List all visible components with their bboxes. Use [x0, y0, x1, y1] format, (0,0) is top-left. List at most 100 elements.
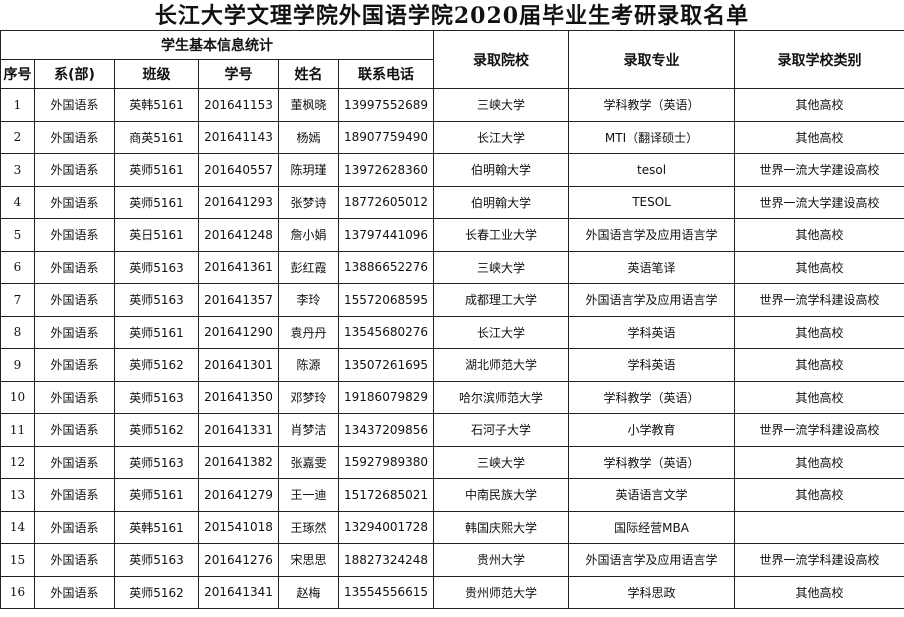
cell-phone: 18907759490	[337, 120, 435, 154]
cell-category: 其他高校	[734, 120, 904, 154]
cell-student-id: 201641279	[198, 478, 279, 512]
cell-name: 肖梦洁	[278, 413, 339, 447]
cell-phone: 13797441096	[337, 218, 435, 252]
cell-index: 12	[0, 445, 35, 479]
cell-index: 8	[0, 315, 35, 349]
cell-major: 国际经营MBA	[568, 510, 736, 544]
header-index: 序号	[0, 59, 35, 89]
cell-student-id: 201641382	[198, 445, 279, 479]
cell-index: 16	[0, 575, 35, 609]
cell-name: 董枫晓	[278, 88, 339, 122]
header-category: 录取学校类别	[734, 30, 904, 89]
cell-school: 湖北师范大学	[433, 348, 570, 382]
cell-department: 外国语系	[34, 445, 115, 479]
cell-name: 陈玥瑾	[278, 153, 339, 187]
cell-category: 其他高校	[734, 445, 904, 479]
cell-department: 外国语系	[34, 478, 115, 512]
cell-major: 学科思政	[568, 575, 736, 609]
cell-index: 14	[0, 510, 35, 544]
cell-phone: 15572068595	[337, 283, 435, 317]
cell-index: 15	[0, 543, 35, 577]
cell-major: tesol	[568, 153, 736, 187]
cell-phone: 13545680276	[337, 315, 435, 349]
table-row: 5 外国语系 英日5161 201641248 詹小娟 13797441096 长春工业大学…	[0, 218, 904, 252]
cell-student-id: 201641331	[198, 413, 279, 447]
cell-department: 外国语系	[34, 510, 115, 544]
cell-department: 外国语系	[34, 348, 115, 382]
cell-name: 宋思思	[278, 543, 339, 577]
cell-student-id: 201641357	[198, 283, 279, 317]
cell-category: 世界一流学科建设高校	[734, 413, 904, 447]
table-row: 6 外国语系 英师5163 201641361 彭红霞 13886652276 三峡大学 英语…	[0, 250, 904, 284]
cell-department: 外国语系	[34, 543, 115, 577]
cell-department: 外国语系	[34, 153, 115, 187]
cell-category: 其他高校	[734, 348, 904, 382]
table-body: 1 外国语系 英韩5161 201641153 董枫晓 13997552689 三峡大学 学科…	[0, 88, 904, 609]
cell-class: 英韩5161	[114, 510, 199, 544]
cell-class: 英师5163	[114, 445, 199, 479]
cell-student-id: 201541018	[198, 510, 279, 544]
cell-school: 哈尔滨师范大学	[433, 380, 570, 414]
cell-phone: 15927989380	[337, 445, 435, 479]
group-header: 学生基本信息统计	[0, 30, 435, 60]
cell-class: 英师5161	[114, 185, 199, 219]
table-row: 4 外国语系 英师5161 201641293 张梦诗 18772605012 伯明翰大学 T…	[0, 185, 904, 219]
cell-school: 长江大学	[433, 315, 570, 349]
cell-school: 成都理工大学	[433, 283, 570, 317]
cell-name: 邓梦玲	[278, 380, 339, 414]
cell-major: 学科教学（英语）	[568, 88, 736, 122]
cell-school: 伯明翰大学	[433, 153, 570, 187]
cell-department: 外国语系	[34, 250, 115, 284]
cell-phone: 13886652276	[337, 250, 435, 284]
cell-category: 其他高校	[734, 315, 904, 349]
cell-phone: 15172685021	[337, 478, 435, 512]
header-department: 系(部)	[34, 59, 115, 89]
cell-name: 詹小娟	[278, 218, 339, 252]
table-row: 13 外国语系 英师5161 201641279 王一迪 15172685021 中南民族大…	[0, 478, 904, 512]
cell-index: 13	[0, 478, 35, 512]
table-row: 1 外国语系 英韩5161 201641153 董枫晓 13997552689 三峡大学 学科…	[0, 88, 904, 122]
cell-class: 英师5161	[114, 315, 199, 349]
cell-name: 李玲	[278, 283, 339, 317]
cell-phone: 13972628360	[337, 153, 435, 187]
cell-phone: 13437209856	[337, 413, 435, 447]
table-row: 16 外国语系 英师5162 201641341 赵梅 13554556615 贵州师范大学…	[0, 575, 904, 609]
cell-department: 外国语系	[34, 315, 115, 349]
cell-name: 彭红霞	[278, 250, 339, 284]
table-row: 7 外国语系 英师5163 201641357 李玲 15572068595 成都理工大学外…	[0, 283, 904, 317]
header-student-id: 学号	[198, 59, 279, 89]
cell-department: 外国语系	[34, 218, 115, 252]
cell-class: 英师5162	[114, 348, 199, 382]
cell-student-id: 201641301	[198, 348, 279, 382]
cell-major: 学科英语	[568, 315, 736, 349]
cell-class: 商英5161	[114, 120, 199, 154]
cell-category: 其他高校	[734, 478, 904, 512]
cell-class: 英师5163	[114, 543, 199, 577]
header-class: 班级	[114, 59, 199, 89]
cell-major: 学科英语	[568, 348, 736, 382]
cell-school: 三峡大学	[433, 88, 570, 122]
cell-class: 英师5163	[114, 283, 199, 317]
admission-table: 学生基本信息统计 录取院校 录取专业 录取学校类别 序号 系(部) 班级 学号 …	[0, 30, 904, 609]
table-row: 3 外国语系 英师5161 201640557 陈玥瑾 13972628360 伯明翰大学 t…	[0, 153, 904, 187]
header-phone: 联系电话	[337, 59, 435, 89]
cell-name: 杨嫣	[278, 120, 339, 154]
cell-school: 贵州大学	[433, 543, 570, 577]
cell-department: 外国语系	[34, 120, 115, 154]
cell-phone: 19186079829	[337, 380, 435, 414]
cell-class: 英师5162	[114, 575, 199, 609]
cell-student-id: 201641290	[198, 315, 279, 349]
cell-category: 其他高校	[734, 250, 904, 284]
cell-name: 张梦诗	[278, 185, 339, 219]
cell-major: TESOL	[568, 185, 736, 219]
cell-department: 外国语系	[34, 185, 115, 219]
cell-student-id: 201641293	[198, 185, 279, 219]
cell-school: 中南民族大学	[433, 478, 570, 512]
cell-category: 其他高校	[734, 575, 904, 609]
cell-name: 王琢然	[278, 510, 339, 544]
table-row: 14 外国语系 英韩5161 201541018 王琢然 13294001728 韩国庆熙大…	[0, 510, 904, 544]
cell-major: 外国语言学及应用语言学	[568, 283, 736, 317]
cell-major: MTI（翻译硕士）	[568, 120, 736, 154]
table-row: 2 外国语系 商英5161 201641143 杨嫣 18907759490 长江大学 MTI…	[0, 120, 904, 154]
cell-school: 伯明翰大学	[433, 185, 570, 219]
